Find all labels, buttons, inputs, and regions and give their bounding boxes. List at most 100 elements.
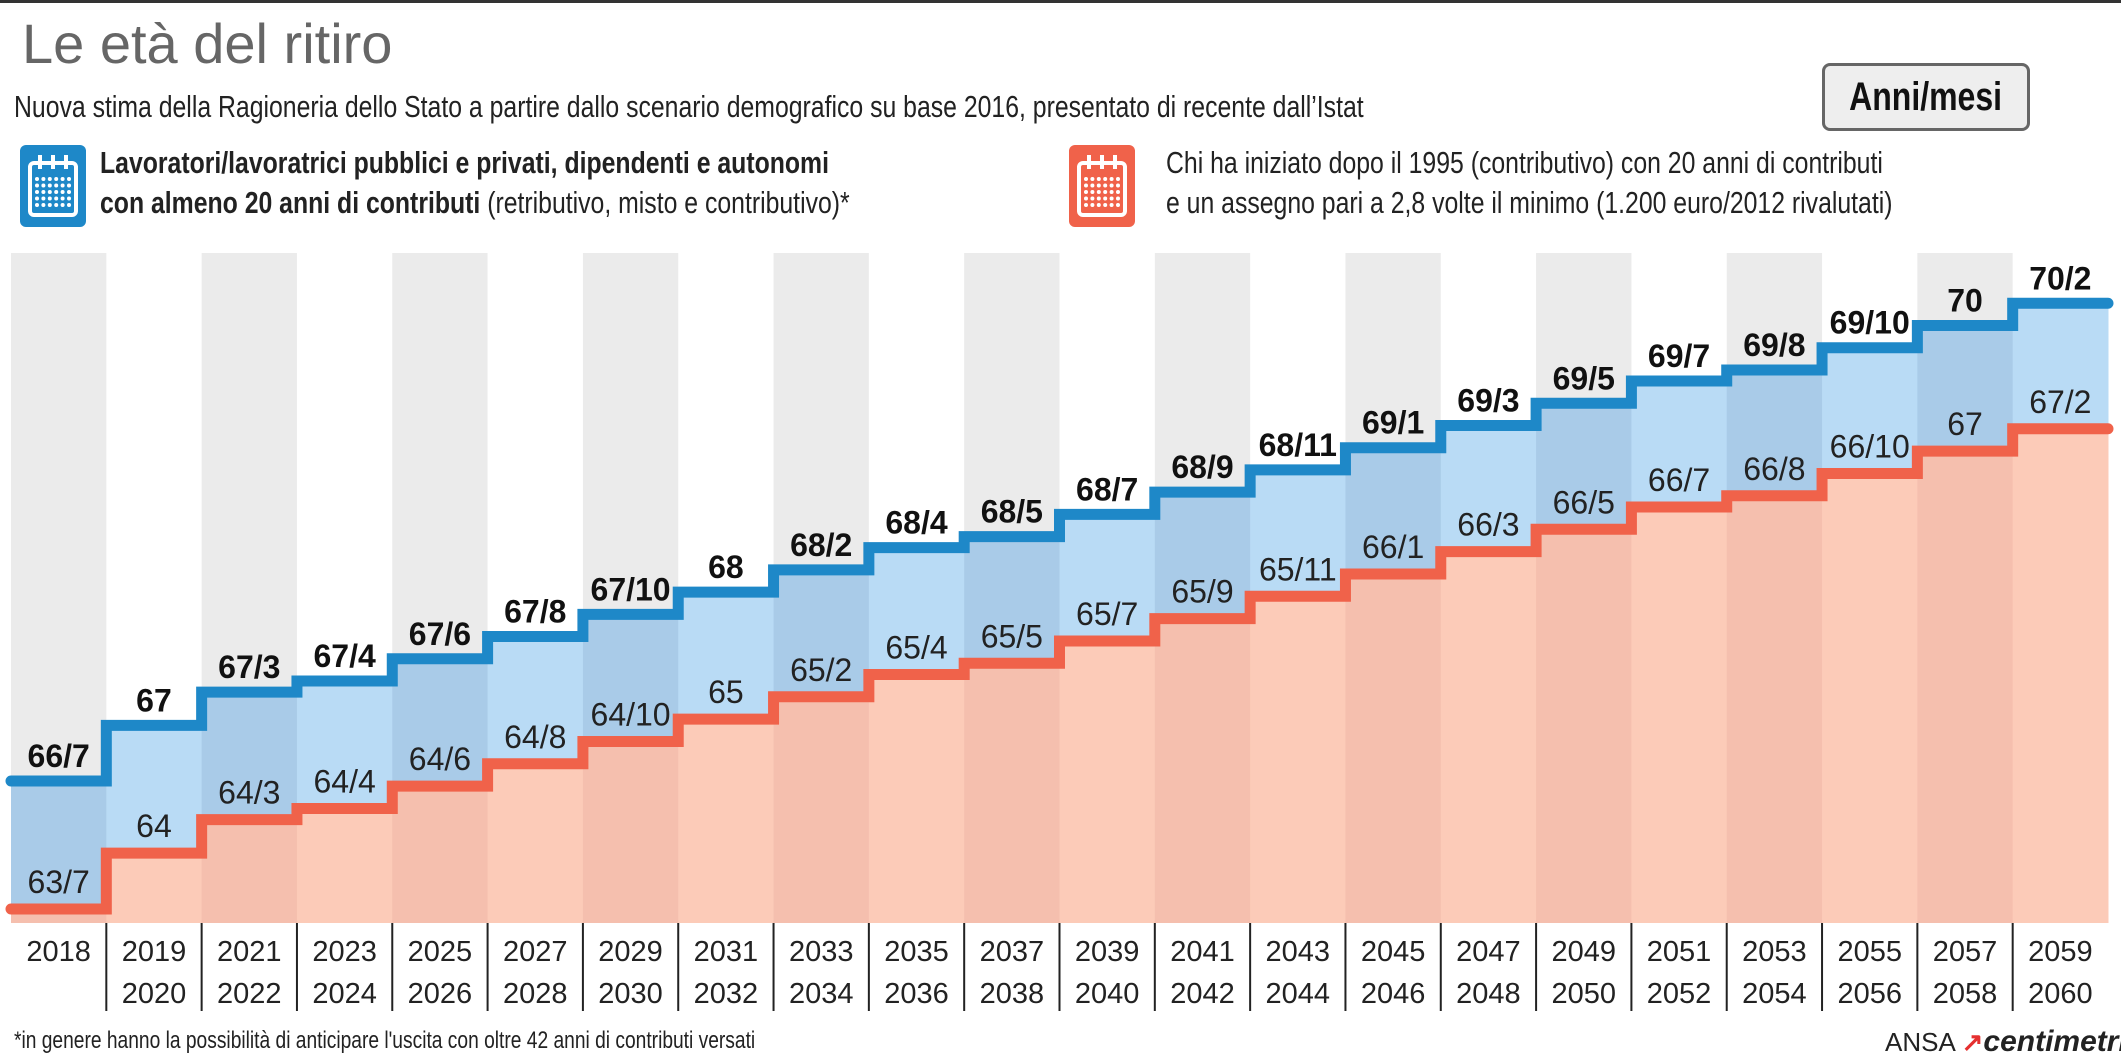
x-tick-label: 2042 <box>1170 978 1235 1010</box>
data-label-blue: 67/3 <box>218 649 280 685</box>
data-label-blue: 70/2 <box>2029 260 2091 296</box>
red-area <box>1917 451 2014 923</box>
data-label-blue: 67/10 <box>591 571 671 607</box>
red-area <box>1440 551 1537 923</box>
red-area <box>773 696 870 923</box>
column-band <box>487 253 584 637</box>
x-tick-label: 2058 <box>1933 978 1998 1010</box>
red-area <box>106 853 203 923</box>
data-label-blue: 69/1 <box>1362 405 1424 441</box>
data-label-red: 65/11 <box>1259 551 1337 587</box>
x-tick-label: 2024 <box>312 978 377 1010</box>
red-area <box>1631 506 1728 923</box>
x-tick-label: 2055 <box>1837 936 1902 968</box>
data-label-red: 66/1 <box>1362 529 1424 565</box>
blue-area <box>201 692 298 820</box>
data-label-red: 64/10 <box>591 696 671 732</box>
data-label-red: 66/5 <box>1553 484 1615 520</box>
blue-area <box>1631 381 1728 507</box>
x-tick-label: 2038 <box>980 978 1045 1010</box>
red-area <box>1059 640 1156 923</box>
data-label-blue: 69/7 <box>1648 338 1710 374</box>
red-area <box>487 763 584 923</box>
x-tick-label: 2032 <box>694 978 759 1010</box>
data-label-blue: 70 <box>1947 283 1983 319</box>
data-label-blue: 67 <box>136 682 172 718</box>
chart-subtitle: Nuova stima della Ragioneria dello Stato… <box>14 89 1701 125</box>
red-area <box>1345 573 1442 923</box>
legend-line2-bold: con almeno 20 anni di contributi <box>100 185 481 220</box>
subtitle-text: Nuova stima della Ragioneria dello Stato… <box>14 89 1364 124</box>
data-label-red: 65/2 <box>790 652 852 688</box>
data-label-red: 64/3 <box>218 775 280 811</box>
x-tick-label: 2060 <box>2028 978 2093 1010</box>
x-tick-label: 2025 <box>408 936 473 968</box>
data-label-red: 67/2 <box>2029 384 2091 420</box>
logo-centimetri: centimetri <box>1983 1025 2121 1058</box>
x-tick-label: 2048 <box>1456 978 1521 1010</box>
x-tick-label: 2051 <box>1647 936 1712 968</box>
x-tick-label: 2018 <box>26 936 91 968</box>
red-area <box>868 674 965 923</box>
x-tick-label: 2045 <box>1361 936 1426 968</box>
blue-area <box>106 725 203 854</box>
calendar-icon <box>20 145 86 227</box>
data-label-red: 65/4 <box>885 629 947 665</box>
footnote-text: *in genere hanno la possibilità di antic… <box>14 1027 756 1054</box>
blue-area <box>582 614 679 742</box>
red-area <box>1250 596 1346 923</box>
x-tick-label: 2044 <box>1266 978 1331 1010</box>
legend-item-red: Chi ha iniziato dopo il 1995 (contributi… <box>1166 143 2074 223</box>
data-label-blue: 68/7 <box>1076 471 1138 507</box>
data-label-blue: 68/2 <box>790 527 852 563</box>
blue-area <box>678 592 775 720</box>
column-band <box>1631 253 1728 382</box>
data-label-red: 66/8 <box>1743 451 1805 487</box>
data-label-blue: 66/7 <box>28 738 90 774</box>
data-label-blue: 69/5 <box>1553 360 1615 396</box>
data-label-red: 63/7 <box>28 864 90 900</box>
column-band <box>678 253 775 593</box>
data-label-red: 67 <box>1947 406 1983 442</box>
x-tick-label: 2053 <box>1742 936 1807 968</box>
legend-item-blue: Lavoratori/lavoratrici pubblici e privat… <box>100 143 1037 223</box>
logo-ansa: ANSA <box>1885 1027 1955 1057</box>
column-band <box>773 253 870 570</box>
data-label-red: 65/9 <box>1171 574 1233 610</box>
x-tick-label: 2030 <box>598 978 663 1010</box>
legend-line2: e un assegno pari a 2,8 volte il minimo … <box>1166 185 1893 220</box>
blue-area <box>1822 347 1918 474</box>
red-area <box>1726 495 1823 923</box>
legend-line2-regular: (retributivo, misto e contributivo)* <box>480 185 850 220</box>
blue-area <box>1726 369 1823 496</box>
column-band <box>1726 253 1823 370</box>
data-label-red: 64/6 <box>409 741 471 777</box>
blue-area <box>1345 447 1442 574</box>
blue-area <box>964 536 1060 664</box>
red-area <box>678 719 775 923</box>
series-line-red <box>5 423 2114 915</box>
red-area <box>2012 428 2109 923</box>
x-tick-label: 2023 <box>312 936 377 968</box>
x-tick-label: 2027 <box>503 936 568 968</box>
legend-line1: Chi ha iniziato dopo il 1995 (contributi… <box>1166 145 1883 180</box>
data-label-red: 64/4 <box>313 763 375 799</box>
x-tick-label: 2041 <box>1170 936 1235 968</box>
red-area <box>1536 529 1632 923</box>
x-tick-label: 2021 <box>217 936 282 968</box>
red-area <box>392 786 489 923</box>
data-label-blue: 69/3 <box>1457 382 1519 418</box>
column-band <box>1536 253 1632 404</box>
x-tick-label: 2033 <box>789 936 854 968</box>
blue-area <box>1250 469 1346 597</box>
blue-area <box>487 636 584 764</box>
data-label-blue: 68/5 <box>981 494 1043 530</box>
data-label-red: 65 <box>708 674 744 710</box>
red-area <box>964 663 1060 923</box>
data-label-blue: 68/4 <box>885 505 947 541</box>
x-tick-label: 2057 <box>1933 936 1998 968</box>
series-line-blue <box>5 297 2114 787</box>
column-band <box>1345 253 1442 448</box>
column-band <box>201 253 298 693</box>
column-band <box>582 253 679 615</box>
